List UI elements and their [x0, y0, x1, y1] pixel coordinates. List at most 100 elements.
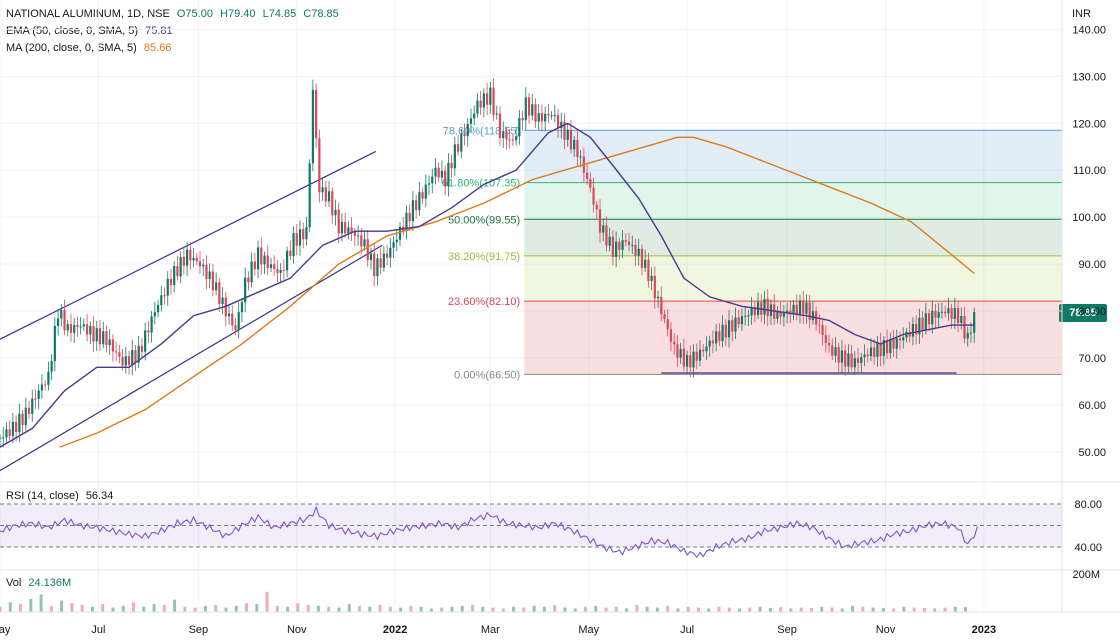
candle-body	[337, 209, 340, 234]
volume-bar	[460, 605, 464, 612]
candle-body	[885, 339, 889, 354]
candle-body	[844, 350, 847, 367]
price-axis-tick-label: 80.00	[1078, 306, 1106, 318]
volume-bar	[60, 600, 64, 612]
volume-bar	[676, 608, 680, 612]
candle-body	[427, 183, 431, 185]
candle-body	[669, 329, 673, 342]
candle-body	[369, 253, 373, 261]
candle-body	[802, 300, 805, 314]
candle-body	[260, 247, 263, 265]
candle-body	[515, 136, 518, 141]
volume-bar	[738, 608, 742, 612]
candle-body	[798, 300, 802, 315]
candle-body	[82, 324, 85, 327]
candle-body	[460, 133, 463, 152]
high-value: H79.40	[220, 8, 256, 20]
candle-body	[902, 337, 905, 341]
candle-body	[376, 258, 379, 277]
rsi-label: RSI (14, close)	[6, 490, 79, 502]
volume-bar	[265, 591, 269, 612]
price-axis-tick-label: 110.00	[1073, 165, 1106, 177]
candle-body	[631, 244, 634, 246]
rsi-axis-tick-label: 80.00	[1074, 499, 1102, 511]
candle-body	[650, 275, 653, 281]
candle-body	[673, 341, 676, 345]
candle-body	[627, 241, 631, 246]
candle-body	[453, 144, 456, 169]
volume-bar	[512, 606, 516, 612]
candle-body	[398, 226, 402, 240]
rsi-line	[0, 505, 978, 559]
candle-body	[5, 429, 8, 438]
volume-bar	[583, 606, 587, 612]
candle-body	[702, 349, 705, 352]
candle-body	[347, 227, 350, 234]
candle-body	[350, 227, 353, 233]
candle-body	[266, 255, 269, 268]
volume-bar	[789, 608, 793, 612]
candle-body	[940, 311, 944, 313]
candle-body	[253, 261, 256, 270]
candle-body	[192, 257, 195, 261]
volume-bar	[707, 608, 711, 612]
volume-bar	[522, 607, 526, 612]
candle-body	[653, 275, 656, 299]
volume-bar	[758, 606, 762, 612]
candle-body	[373, 253, 376, 277]
volume-bar	[912, 607, 916, 612]
candle-body	[534, 104, 537, 122]
volume-bar	[193, 607, 197, 612]
candle-body	[766, 298, 769, 316]
candle-body	[585, 172, 589, 179]
volume-bar	[871, 607, 875, 612]
volume-bar	[162, 604, 166, 612]
volume-bar	[953, 606, 957, 612]
candle-body	[44, 384, 47, 386]
volume-bar	[881, 608, 885, 612]
candle-body	[392, 242, 395, 248]
price-axis-tick-label: 50.00	[1078, 447, 1106, 459]
volume-bar	[327, 606, 331, 612]
volume-bar	[696, 607, 700, 612]
candle-body	[173, 266, 176, 285]
candle-body	[115, 351, 118, 353]
ema-legend[interactable]: EMA (50, close, 0, SMA, 5) 75.81	[6, 23, 177, 40]
candle-body	[421, 192, 424, 199]
price-axis-tick-label: 130.00	[1072, 71, 1106, 83]
candle-body	[40, 384, 44, 391]
candle-body	[660, 296, 663, 315]
candle-body	[905, 331, 908, 338]
candle-body	[8, 429, 11, 436]
candle-body	[456, 144, 460, 152]
symbol-label[interactable]: NATIONAL ALUMINUM, 1D, NSE	[6, 8, 170, 20]
candle-body	[108, 339, 111, 346]
candle-body	[431, 176, 434, 184]
time-axis-tick-label: May	[0, 624, 11, 636]
candle-body	[282, 269, 285, 271]
ma-legend[interactable]: MA (200, close, 0, SMA, 5) 85.66	[6, 40, 175, 57]
candle-body	[18, 413, 21, 433]
fib-level-label: 78.60%(118.55)	[443, 125, 520, 137]
volume-bar	[655, 607, 659, 612]
rsi-legend[interactable]: RSI (14, close) 56.34	[6, 488, 117, 505]
volume-bar	[49, 605, 53, 612]
candle-body	[624, 240, 627, 242]
candle-body	[805, 302, 808, 314]
volume-bar	[553, 604, 557, 612]
candle-body	[269, 264, 273, 268]
ma-label: MA (200, close, 0, SMA, 5)	[6, 42, 137, 54]
candle-body	[279, 269, 282, 273]
volume-label: Vol	[6, 577, 22, 589]
candle-body	[382, 253, 385, 268]
candle-body	[824, 335, 827, 343]
candle-body	[776, 311, 779, 319]
volume-bar	[296, 603, 300, 612]
volume-legend[interactable]: Vol 24.136M	[6, 575, 75, 592]
candle-body	[308, 163, 311, 228]
candle-body	[524, 97, 527, 121]
candle-body	[37, 390, 40, 399]
candle-body	[689, 355, 692, 368]
candle-body	[944, 311, 947, 314]
